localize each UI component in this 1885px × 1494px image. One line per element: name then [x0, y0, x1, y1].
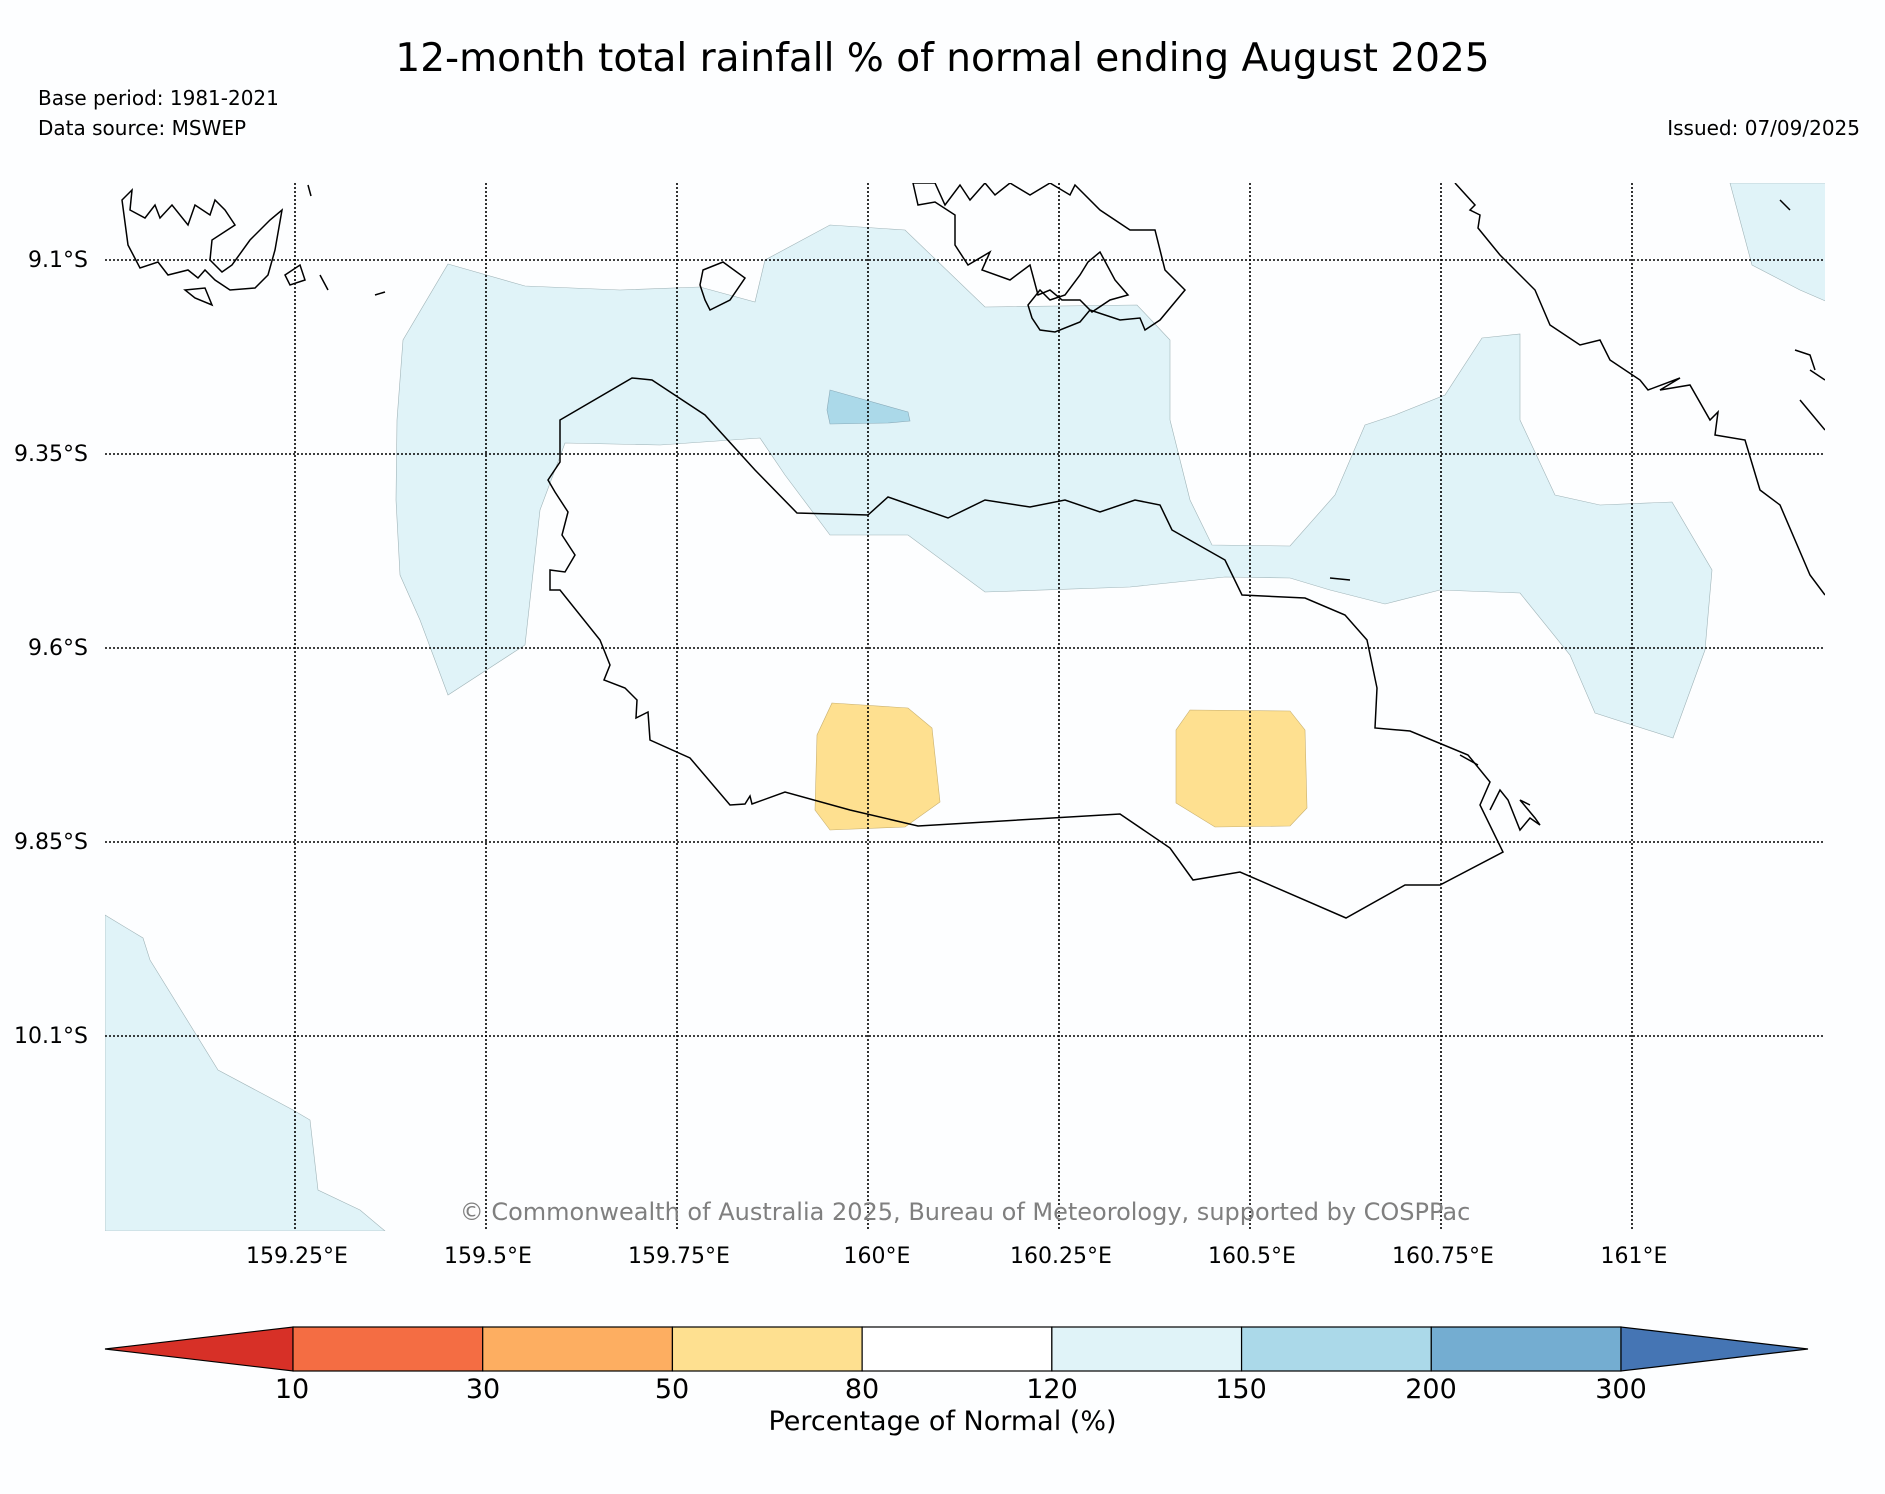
islet-3: [1329, 577, 1351, 581]
lon-label: 159.25°E: [246, 1244, 348, 1269]
islet-12: [307, 184, 312, 197]
malaita-coast: [1454, 183, 1825, 596]
base-period: Base period: 1981-2021: [38, 86, 279, 110]
lat-label: 9.1°S: [28, 248, 88, 273]
colorbar-tick-label: 120: [1026, 1374, 1078, 1405]
islet-5: [1489, 788, 1541, 832]
colorbar-tick-label: 10: [274, 1374, 310, 1405]
colorbar-tick-label: 50: [654, 1374, 690, 1405]
islet-1: [183, 287, 214, 307]
lat-label: 10.1°S: [14, 1024, 88, 1049]
lon-label: 160.25°E: [1010, 1244, 1112, 1269]
lat-label: 9.85°S: [14, 830, 88, 855]
russell-islands-coast: [121, 187, 284, 291]
guadalcanal-coast: [547, 377, 1504, 919]
islet-10: [374, 291, 386, 296]
islet-9: [1779, 199, 1791, 211]
rain-band-120-150: [395, 224, 1713, 739]
rain-band-120-150-ne: [1729, 183, 1825, 302]
islet-8: [1794, 349, 1816, 371]
rain-band-50-80-east: [1175, 709, 1308, 828]
copyright-notice: © Commonwealth of Australia 2025, Bureau…: [459, 1198, 1471, 1226]
lat-label: 9.35°S: [14, 442, 88, 467]
data-source: Data source: MSWEP: [38, 116, 247, 140]
lon-label: 160.75°E: [1392, 1244, 1494, 1269]
lon-label: 160.5°E: [1208, 1244, 1296, 1269]
lon-label: 159.5°E: [444, 1244, 532, 1269]
islet-2: [284, 263, 306, 286]
islet-7: [1799, 399, 1825, 431]
map-title: 12-month total rainfall % of normal endi…: [395, 36, 1490, 81]
islet-11: [319, 274, 329, 291]
rain-band-50-80-west: [814, 702, 941, 831]
lon-label: 159.75°E: [628, 1244, 730, 1269]
colorbar-title: Percentage of Normal (%): [768, 1406, 1117, 1437]
colorbar-tick-label: 80: [844, 1374, 880, 1405]
rain-band-120-150-sw: [105, 914, 386, 1231]
colorbar-tick-label: 300: [1595, 1374, 1647, 1405]
colorbar-tick-label: 150: [1215, 1374, 1267, 1405]
map-area: [105, 183, 1825, 1231]
coastlines: [121, 183, 1825, 919]
lon-label: 161°E: [1600, 1244, 1668, 1269]
lat-label: 9.6°S: [28, 636, 88, 661]
issued-date: Issued: 07/09/2025: [1667, 116, 1860, 140]
nggela-coast: [912, 183, 1187, 333]
colorbar-tick-label: 200: [1405, 1374, 1457, 1405]
florida-islands-coast: [699, 261, 747, 312]
colorbar-tick-label: 30: [465, 1374, 501, 1405]
lon-label: 160°E: [843, 1244, 911, 1269]
islet-4: [1459, 754, 1479, 766]
islet-6: [1809, 369, 1825, 381]
